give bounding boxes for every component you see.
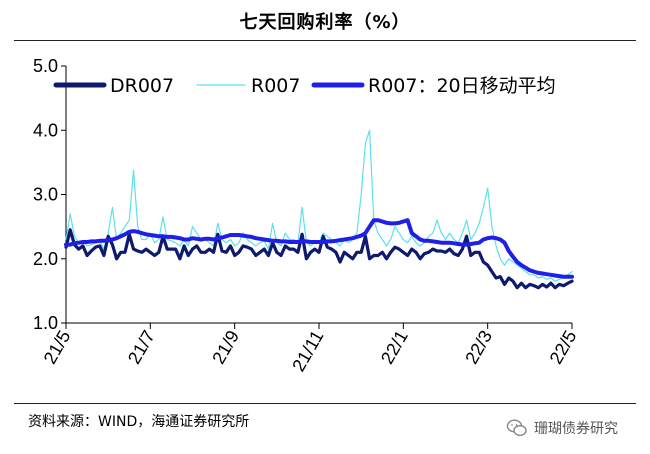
series-r007-ma20-line: [64, 218, 574, 279]
y-tick-label: 1.0: [33, 313, 58, 333]
legend-r007-label: R007: [251, 75, 300, 97]
y-tick-label: 2.0: [33, 249, 58, 269]
x-tick-label: 21/9: [208, 327, 243, 367]
x-tick-label: 21/5: [40, 327, 75, 367]
y-tick-label: 3.0: [33, 185, 58, 205]
series-dr007-line: [64, 228, 574, 290]
watermark-text: 珊瑚债券研究: [534, 421, 618, 437]
page-title: 七天回购利率（%）: [239, 12, 411, 33]
x-tick-label: 22/5: [546, 327, 581, 367]
series-r007-line: [65, 129, 573, 282]
x-tick-label: 21/11: [288, 327, 327, 375]
wechat-logo-icon: [506, 419, 527, 437]
y-tick-label: 5.0: [33, 56, 58, 76]
x-tick-label: 22/1: [377, 327, 412, 367]
legend-r007-ma20-label: R007：20日移动平均: [368, 75, 556, 97]
source-note: 资料来源：WIND，海通证券研究所: [28, 414, 250, 430]
y-tick-label: 4.0: [33, 120, 58, 140]
x-tick-label: 22/3: [461, 327, 496, 367]
legend-dr007-label: DR007: [110, 75, 174, 97]
x-tick-label: 21/7: [124, 327, 159, 367]
footer-divider: [14, 403, 636, 404]
watermark: 珊瑚债券研究: [506, 416, 618, 440]
title-divider-top: [14, 40, 636, 41]
